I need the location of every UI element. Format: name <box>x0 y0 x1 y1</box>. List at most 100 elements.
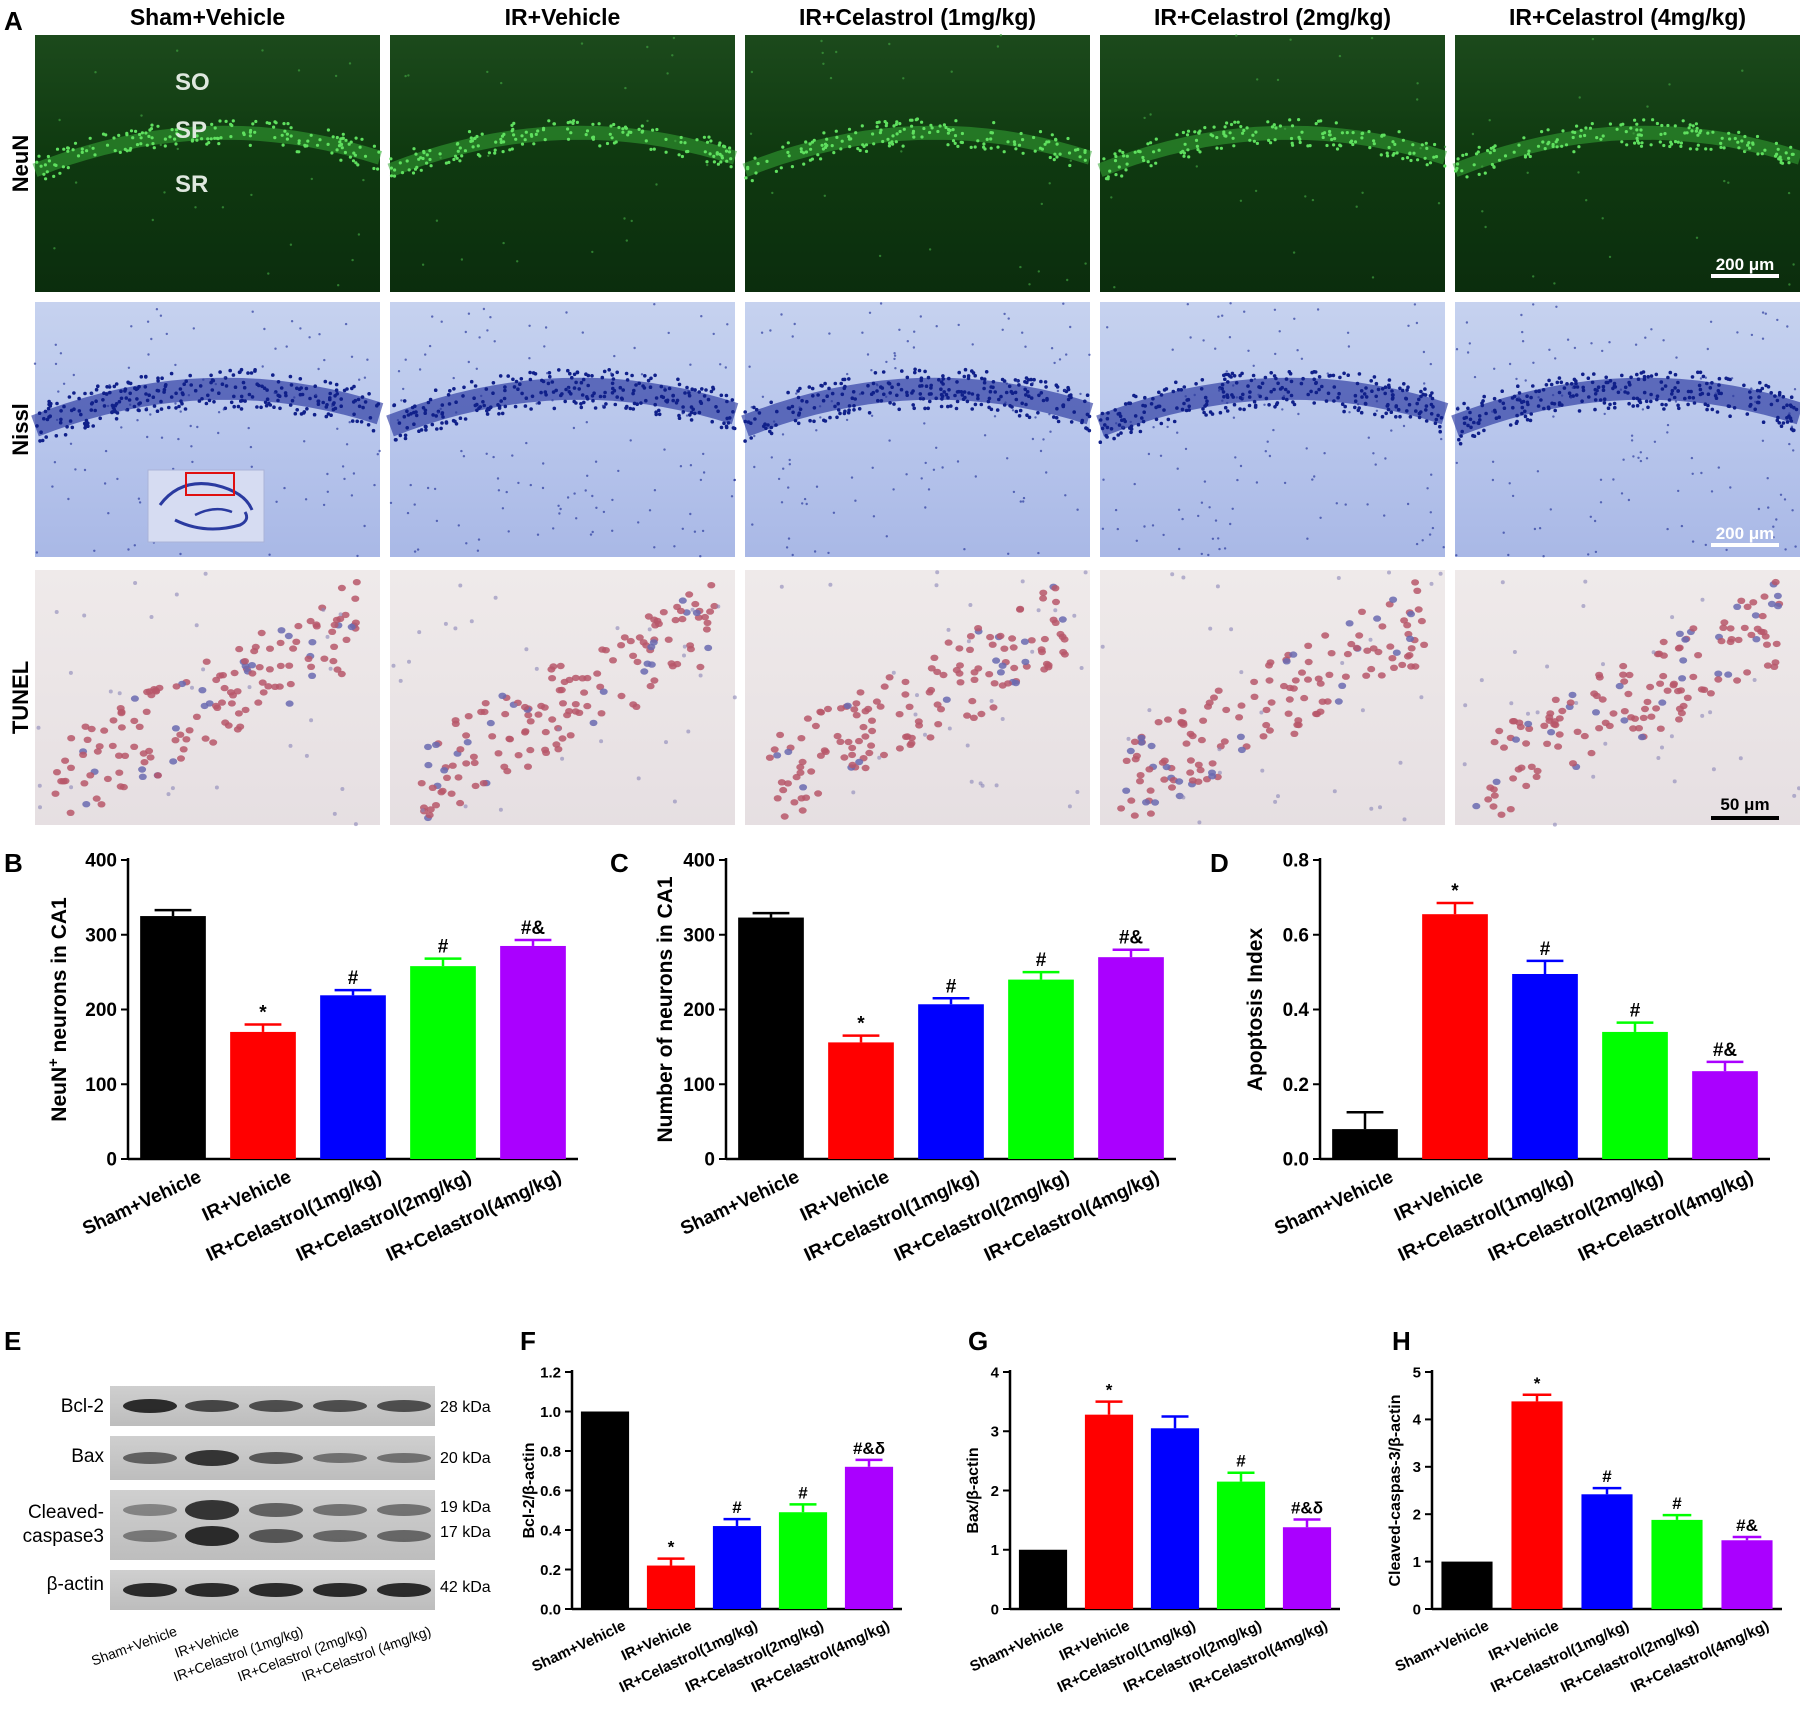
y-tick-label: 200 <box>85 1000 117 1021</box>
blot-band <box>185 1526 239 1546</box>
chart-b: 0 100 200 300 400 NeuN+ neurons in CA1 Sham+Ve… <box>46 851 578 1266</box>
scalebar-nissl: 200 μm <box>1711 524 1779 547</box>
y-tick-label: 2 <box>1413 1506 1421 1523</box>
bar <box>1084 1414 1134 1609</box>
significance-mark: #&δ <box>853 1439 885 1458</box>
significance-mark: * <box>668 1538 675 1557</box>
chart-c: 0 100 200 300 400 Number of neurons in CA1 Sha… <box>654 851 1176 1266</box>
x-tick-label: Sham+Vehicle <box>677 1166 802 1239</box>
y-tick-label: 2 <box>991 1483 999 1500</box>
bar <box>1512 973 1578 1159</box>
svg-text:200 μm: 200 μm <box>1716 255 1775 274</box>
panel-a: A Sham+Vehicle IR+Vehicle IR+Celastrol (1m… <box>4 4 1800 827</box>
y-tick-label: 0.4 <box>540 1522 562 1539</box>
bar <box>1282 1527 1332 1609</box>
blot-band <box>377 1453 431 1463</box>
significance-mark: # <box>438 937 449 958</box>
chart-g: 01234Bax/β-actinSham+Vehicle*IR+VehicleI… <box>965 1364 1340 1696</box>
y-axis-label: Bcl-2/β-actin <box>521 1442 538 1538</box>
micrograph-tile <box>390 570 737 825</box>
significance-mark: # <box>946 976 957 997</box>
blot-band <box>313 1530 367 1542</box>
scalebar-tunel: 50 μm <box>1711 795 1779 820</box>
y-tick-label: 100 <box>85 1075 117 1096</box>
micrograph-grid <box>31 34 1800 827</box>
y-tick-label: 0.6 <box>540 1483 561 1500</box>
y-tick-label: 1.0 <box>540 1404 561 1421</box>
bar <box>1441 1561 1493 1609</box>
x-tick-label: IR+Celastrol(4mg/kg) <box>981 1166 1163 1266</box>
inset-roi-box <box>185 472 235 496</box>
kda-label-19: 19 kDa <box>440 1499 491 1516</box>
blot-band <box>185 1400 239 1412</box>
bar <box>1332 1129 1398 1159</box>
blot-band <box>249 1583 303 1597</box>
bar <box>1008 979 1074 1159</box>
y-tick-label: 0.0 <box>540 1601 561 1618</box>
bar <box>1511 1401 1563 1609</box>
chart-d: 0.0 0.2 0.4 0.6 0.8 Apoptosis Index Sham+Vehic… <box>1244 851 1770 1266</box>
chart-f: 0.0 0.2 0.4 0.6 0.8 1.0 1.2 Bcl-2/β-actin Sham+V… <box>521 1364 902 1696</box>
blot-band <box>123 1452 177 1464</box>
protein-label-caspase3: caspase3 <box>23 1526 104 1547</box>
micrograph-tile <box>1455 570 1800 827</box>
blot-band <box>377 1504 431 1516</box>
bar <box>918 1004 984 1159</box>
bar <box>1098 957 1164 1159</box>
bar <box>500 945 566 1159</box>
x-tick-label: Sham+Vehicle <box>79 1166 204 1239</box>
significance-mark: * <box>1106 1381 1113 1400</box>
y-tick-label: 3 <box>991 1424 999 1441</box>
panel-letter-c: C <box>610 848 629 878</box>
blot-band <box>123 1399 177 1413</box>
layer-label-sr: SR <box>175 171 208 198</box>
bar <box>1150 1428 1200 1609</box>
y-tick-label: 4 <box>991 1364 1000 1381</box>
significance-mark: # <box>1236 1452 1246 1471</box>
panel-letter-d: D <box>1210 848 1229 878</box>
panel-letter-b: B <box>4 848 23 878</box>
column-title: Sham+Vehicle <box>130 4 285 30</box>
y-tick-label: 1.2 <box>540 1364 561 1381</box>
panel-letter-h: H <box>1392 1326 1411 1356</box>
svg-text:200 μm: 200 μm <box>1716 524 1775 543</box>
column-title: IR+Celastrol (2mg/kg) <box>1154 4 1391 30</box>
significance-mark: #& <box>521 918 546 939</box>
y-axis-label: Number of neurons in CA1 <box>654 876 677 1142</box>
y-tick-label: 4 <box>1413 1412 1422 1429</box>
blot-band <box>377 1400 431 1412</box>
protein-label-bcl2: Bcl-2 <box>61 1396 104 1417</box>
micrograph-tile <box>1097 34 1448 292</box>
svg-text:50 μm: 50 μm <box>1720 795 1769 814</box>
bar <box>646 1565 696 1609</box>
y-tick-label: 400 <box>85 851 117 872</box>
hippocampus-inset <box>147 469 265 543</box>
bar <box>778 1512 828 1609</box>
y-tick-label: 0.8 <box>540 1443 561 1460</box>
blot-band <box>185 1500 239 1520</box>
y-tick-label: 0 <box>704 1150 715 1171</box>
bar <box>1581 1494 1633 1609</box>
kda-label-42: 42 kDa <box>440 1579 491 1596</box>
significance-mark: # <box>798 1483 808 1502</box>
blot-band <box>313 1400 367 1412</box>
bar <box>844 1466 894 1609</box>
micrograph-tile <box>1096 302 1449 557</box>
column-title: IR+Vehicle <box>505 4 621 30</box>
column-title: IR+Celastrol (4mg/kg) <box>1509 4 1746 30</box>
column-title: IR+Celastrol (1mg/kg) <box>799 4 1036 30</box>
bar <box>828 1042 894 1159</box>
panel-letter-f: F <box>520 1326 536 1356</box>
micrograph-tile <box>1451 302 1800 558</box>
significance-mark: * <box>1534 1374 1541 1393</box>
significance-mark: # <box>348 968 359 989</box>
bar <box>140 916 206 1159</box>
bar <box>712 1526 762 1609</box>
y-tick-label: 300 <box>85 925 117 946</box>
row-label: TUNEL <box>8 661 33 734</box>
y-tick-label: 0 <box>1413 1601 1421 1618</box>
x-tick-label: IR+Celastrol(4mg/kg) <box>1575 1166 1757 1266</box>
blot-band <box>313 1583 367 1597</box>
micrograph-tile <box>745 570 1090 825</box>
